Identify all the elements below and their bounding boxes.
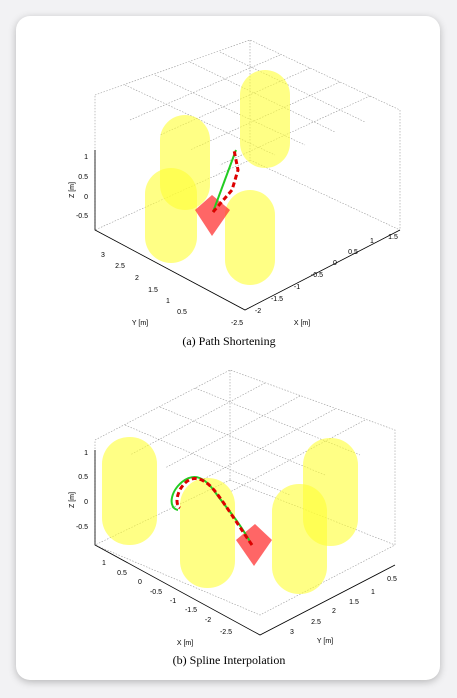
tick-label: 0 xyxy=(84,194,88,201)
axis-label: Y [m] xyxy=(317,638,333,645)
grid-line xyxy=(154,74,306,146)
axis-label: Y [m] xyxy=(132,320,148,327)
axis-label: X [m] xyxy=(177,640,193,647)
obstacle xyxy=(272,484,327,594)
grid-line xyxy=(129,382,266,456)
tick-label: 1 xyxy=(371,589,375,596)
tick-label: 1.5 xyxy=(349,599,359,606)
tick-label: -0.5 xyxy=(76,213,88,220)
tick-label: 0.5 xyxy=(387,576,397,583)
grid-line xyxy=(159,406,326,476)
path xyxy=(212,149,237,213)
tick-label: -0.5 xyxy=(76,524,88,531)
tick-label: 3 xyxy=(290,629,294,636)
tick-label: -0.5 xyxy=(150,589,162,596)
caption: (a) Path Shortening xyxy=(182,334,275,348)
grid-line xyxy=(199,408,336,482)
tick-label: -1 xyxy=(294,284,300,291)
tick-label: 0.5 xyxy=(177,309,187,316)
axis-label: X [m] xyxy=(294,320,310,327)
tick-label: -1.5 xyxy=(271,296,283,303)
goal-cube xyxy=(195,195,230,236)
tick-label: 2 xyxy=(135,275,139,282)
plot-a xyxy=(94,39,401,311)
obstacle xyxy=(180,478,235,588)
tick-label: 0.5 xyxy=(78,474,88,481)
tick-label: 2 xyxy=(332,608,336,615)
spline-path xyxy=(175,477,254,546)
tick-label: 2.5 xyxy=(115,263,125,270)
tick-label: 0.5 xyxy=(117,570,127,577)
tick-label: -0.5 xyxy=(311,272,323,279)
obstacle xyxy=(102,437,157,545)
tick-label: -2.5 xyxy=(220,629,232,636)
grid-line xyxy=(249,159,401,231)
tick-label: 0.5 xyxy=(78,174,88,181)
obstacle xyxy=(225,190,275,285)
shortened-path xyxy=(211,149,240,213)
obstacle xyxy=(145,168,197,263)
grid-line xyxy=(129,54,281,121)
axis xyxy=(94,150,401,311)
tick-label: 0.5 xyxy=(348,249,358,256)
tick-label: -2.5 xyxy=(231,320,243,327)
tick-label: 1 xyxy=(102,560,106,567)
grid-line xyxy=(159,67,311,136)
grid-line xyxy=(164,395,301,469)
tick-label: 0 xyxy=(138,579,142,586)
axis xyxy=(94,450,396,636)
tick-label: 2.5 xyxy=(311,619,321,626)
plot-b xyxy=(94,369,396,636)
tick-label: -1 xyxy=(170,598,176,605)
tick-label: 1 xyxy=(84,154,88,161)
tick-label: -2 xyxy=(205,617,211,624)
grid-line xyxy=(229,419,366,493)
tick-label: -1.5 xyxy=(185,607,197,614)
obstacle xyxy=(240,70,290,168)
tick-label: 1 xyxy=(370,238,374,245)
tick-label: -2 xyxy=(255,308,261,315)
tick-label: 3 xyxy=(101,252,105,259)
caption: (b) Spline Interpolation xyxy=(173,653,286,667)
grid-line xyxy=(124,84,276,156)
axis-label: Z [m] xyxy=(69,492,76,508)
grid-line xyxy=(229,479,396,546)
tick-label: 0 xyxy=(333,260,337,267)
tick-label: 1 xyxy=(84,450,88,457)
grid-line xyxy=(219,95,371,166)
axis-label: Z [m] xyxy=(69,182,76,198)
tick-label: 1 xyxy=(166,298,170,305)
tick-label: 1.5 xyxy=(148,287,158,294)
tick-label: 1.5 xyxy=(388,234,398,241)
tick-label: 0 xyxy=(84,499,88,506)
